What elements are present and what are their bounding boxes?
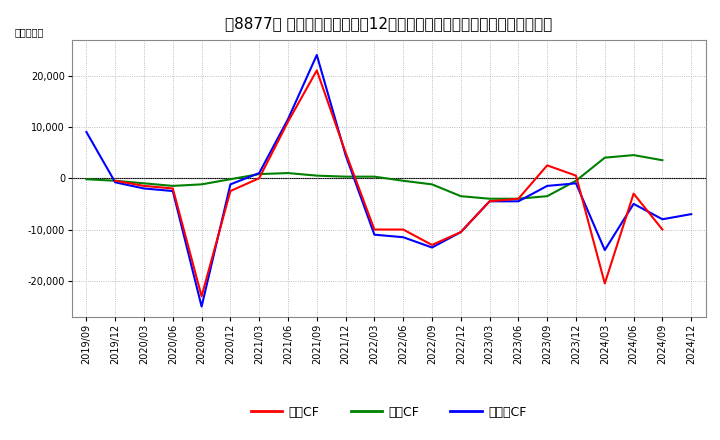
投資CF bbox=[456, 194, 465, 199]
投資CF bbox=[485, 196, 494, 202]
営業CF bbox=[456, 229, 465, 235]
営業CF bbox=[600, 281, 609, 286]
フリーCF bbox=[399, 235, 408, 240]
フリーCF bbox=[111, 180, 120, 185]
フリーCF bbox=[255, 170, 264, 176]
フリーCF bbox=[226, 182, 235, 187]
営業CF bbox=[255, 176, 264, 181]
営業CF bbox=[370, 227, 379, 232]
投資CF bbox=[82, 176, 91, 182]
投資CF bbox=[658, 158, 667, 163]
投資CF bbox=[428, 182, 436, 187]
投資CF bbox=[572, 178, 580, 183]
フリーCF bbox=[197, 304, 206, 309]
営業CF bbox=[543, 163, 552, 168]
投資CF bbox=[312, 173, 321, 178]
フリーCF bbox=[600, 247, 609, 253]
投資CF bbox=[543, 194, 552, 199]
フリーCF bbox=[514, 198, 523, 204]
営業CF bbox=[514, 196, 523, 202]
フリーCF bbox=[428, 245, 436, 250]
投資CF bbox=[284, 170, 292, 176]
Line: フリーCF: フリーCF bbox=[86, 55, 691, 307]
Line: 投資CF: 投資CF bbox=[86, 155, 662, 199]
フリーCF bbox=[543, 183, 552, 188]
営業CF bbox=[428, 242, 436, 248]
営業CF bbox=[572, 173, 580, 178]
フリーCF bbox=[485, 198, 494, 204]
フリーCF bbox=[572, 181, 580, 186]
フリーCF bbox=[168, 188, 177, 194]
フリーCF bbox=[456, 229, 465, 235]
フリーCF bbox=[370, 232, 379, 237]
フリーCF bbox=[658, 216, 667, 222]
フリーCF bbox=[284, 117, 292, 122]
フリーCF bbox=[82, 129, 91, 135]
営業CF bbox=[140, 183, 148, 188]
投資CF bbox=[111, 178, 120, 183]
営業CF bbox=[341, 150, 350, 155]
フリーCF bbox=[140, 186, 148, 191]
営業CF bbox=[111, 178, 120, 183]
Legend: 営業CF, 投資CF, フリーCF: 営業CF, 投資CF, フリーCF bbox=[246, 401, 531, 424]
投資CF bbox=[255, 172, 264, 177]
フリーCF bbox=[312, 52, 321, 58]
投資CF bbox=[140, 181, 148, 186]
投資CF bbox=[226, 176, 235, 182]
投資CF bbox=[370, 174, 379, 179]
Text: （百万円）: （百万円） bbox=[15, 27, 45, 37]
営業CF bbox=[629, 191, 638, 196]
フリーCF bbox=[341, 152, 350, 158]
フリーCF bbox=[687, 212, 696, 217]
営業CF bbox=[197, 293, 206, 299]
投資CF bbox=[197, 182, 206, 187]
営業CF bbox=[399, 227, 408, 232]
営業CF bbox=[312, 68, 321, 73]
営業CF bbox=[168, 186, 177, 191]
営業CF bbox=[485, 198, 494, 204]
投資CF bbox=[629, 152, 638, 158]
投資CF bbox=[600, 155, 609, 160]
営業CF bbox=[226, 188, 235, 194]
営業CF bbox=[658, 227, 667, 232]
投資CF bbox=[168, 183, 177, 188]
営業CF bbox=[284, 119, 292, 125]
Title: ［8877］ キャッシュフローの12か月移動合計の対前年同期増減額の推移: ［8877］ キャッシュフローの12か月移動合計の対前年同期増減額の推移 bbox=[225, 16, 552, 32]
Line: 営業CF: 営業CF bbox=[115, 70, 662, 296]
投資CF bbox=[341, 174, 350, 179]
投資CF bbox=[514, 196, 523, 202]
投資CF bbox=[399, 178, 408, 183]
フリーCF bbox=[629, 201, 638, 206]
